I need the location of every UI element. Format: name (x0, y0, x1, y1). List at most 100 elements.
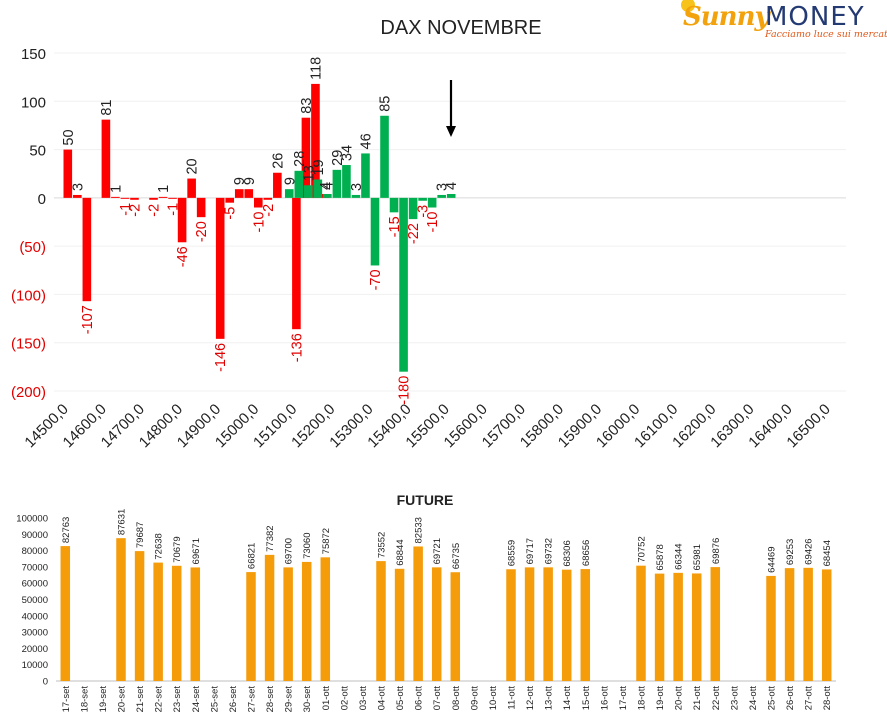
future-y-tick-label: 10000 (22, 660, 48, 671)
bars (63, 83, 456, 372)
future-x-tick-label: 12-ott (525, 686, 536, 711)
future-x-tick-label: 13-ott (544, 686, 555, 711)
future-bar (301, 561, 312, 681)
future-x-tick-label: 05-ott (395, 686, 406, 711)
future-bar (431, 567, 442, 681)
data-label: 20 (185, 158, 201, 174)
data-label: 13 (301, 165, 317, 181)
future-x-tick-label: 17-ott (618, 686, 629, 711)
future-data-label: 72638 (154, 533, 165, 559)
put-bar (294, 170, 304, 198)
data-label: 50 (61, 129, 77, 145)
future-x-tick-label: 21-ott (692, 686, 703, 711)
y-axis-ticks: 150 100 50 0 (50) (100) (150) (200) (11, 46, 46, 401)
future-x-tick-label: 19-ott (655, 686, 666, 711)
future-x-tick-label: 02-ott (339, 686, 350, 711)
future-x-tick-label: 06-ott (414, 686, 425, 711)
future-bar (580, 569, 591, 681)
put-bar (370, 197, 380, 266)
future-x-tick-label: 22-set (154, 686, 165, 713)
put-bar (351, 194, 361, 198)
future-x-tick-label: 28-ott (822, 686, 833, 711)
put-bar (313, 179, 323, 198)
future-x-tick-label: 23-ott (729, 686, 740, 711)
y-tick-label: (150) (11, 336, 46, 353)
data-label: 4 (444, 182, 460, 190)
call-bar (111, 196, 120, 198)
data-label: 1 (108, 185, 124, 193)
data-label: 85 (378, 96, 394, 112)
put-bar (389, 197, 399, 213)
future-bar (803, 567, 813, 681)
future-data-label: 73552 (377, 532, 388, 558)
data-label: -2 (261, 204, 277, 217)
x-axis-ticks: 14500,014600,014700,014800,014900,015000… (21, 401, 833, 451)
data-label: 9 (282, 177, 298, 185)
future-x-tick-label: 19-set (98, 686, 109, 713)
sunny-money-logo: Sunny MONEY Facciamo luce sui mercati (681, 0, 887, 42)
logo-sunny-text: Sunny (683, 2, 770, 32)
call-bar (254, 197, 263, 208)
put-bar (323, 193, 332, 198)
data-label: 29 (330, 150, 346, 166)
future-x-tick-label: 03-ott (358, 686, 369, 711)
call-bar (292, 197, 301, 330)
future-data-label: 64469 (767, 546, 778, 572)
future-x-tick-label: 18-ott (637, 686, 648, 711)
future-data-label: 69876 (711, 538, 722, 564)
future-x-tick-label: 23-set (172, 686, 183, 713)
future-x-tick-label: 27-set (247, 686, 258, 713)
future-bar (190, 567, 201, 681)
future-bar (116, 538, 126, 681)
future-bar (246, 572, 256, 681)
call-bar (177, 197, 187, 243)
future-x-tick-label: 25-ott (767, 686, 778, 711)
future-y-tick-label: 80000 (22, 546, 48, 557)
future-data-label: 70752 (637, 536, 648, 562)
future-x-tick-label: 30-set (302, 686, 313, 713)
put-bar (418, 197, 427, 201)
y-tick-label: 100 (21, 94, 46, 111)
data-label: 28 (292, 151, 308, 167)
data-label: -70 (368, 269, 384, 290)
future-bar (264, 554, 275, 681)
future-x-tick-label: 11-ott (507, 686, 518, 710)
future-data-label: 65878 (655, 544, 666, 570)
call-bar (301, 117, 311, 198)
future-bar (376, 561, 386, 681)
future-x-tick-label: 09-ott (469, 686, 480, 711)
data-label: -146 (213, 343, 229, 372)
sun-icon (681, 0, 695, 12)
future-data-label: 73060 (302, 532, 313, 558)
future-data-label: 79687 (135, 522, 146, 548)
data-label: -3 (416, 205, 432, 218)
data-label: 3 (70, 183, 86, 191)
future-bar (821, 569, 832, 681)
future-data-label: 82533 (414, 517, 425, 543)
future-data-label: 68454 (822, 540, 833, 566)
data-label: -2 (127, 204, 143, 217)
data-label: -46 (175, 246, 191, 267)
future-data-label: 68559 (507, 540, 518, 566)
put-bar (427, 197, 437, 208)
y-tick-label: 150 (21, 46, 46, 63)
future-x-tick-label: 10-ott (488, 686, 499, 711)
future-data-label: 70679 (172, 536, 183, 562)
logo-money-text: MONEY (765, 2, 865, 32)
y-tick-label: (50) (19, 239, 46, 256)
future-y-tick-label: 90000 (22, 530, 48, 541)
future-bar (134, 551, 145, 681)
data-label: 34 (339, 145, 355, 161)
future-data-label: 65981 (692, 544, 703, 570)
put-bar (380, 115, 389, 198)
call-bar (225, 197, 235, 203)
future-x-tick-label: 16-ott (599, 686, 610, 711)
call-bar (149, 197, 158, 200)
future-bar (524, 567, 535, 681)
future-y-tick-label: 20000 (22, 644, 48, 655)
future-data-label: 68656 (581, 540, 592, 566)
future-x-tick-label: 18-set (79, 686, 90, 713)
future-x-axis-ticks: 17-set 18-set 19-set 20-set 21-set 22-set 23-s… (61, 686, 833, 713)
call-bar (311, 83, 320, 198)
